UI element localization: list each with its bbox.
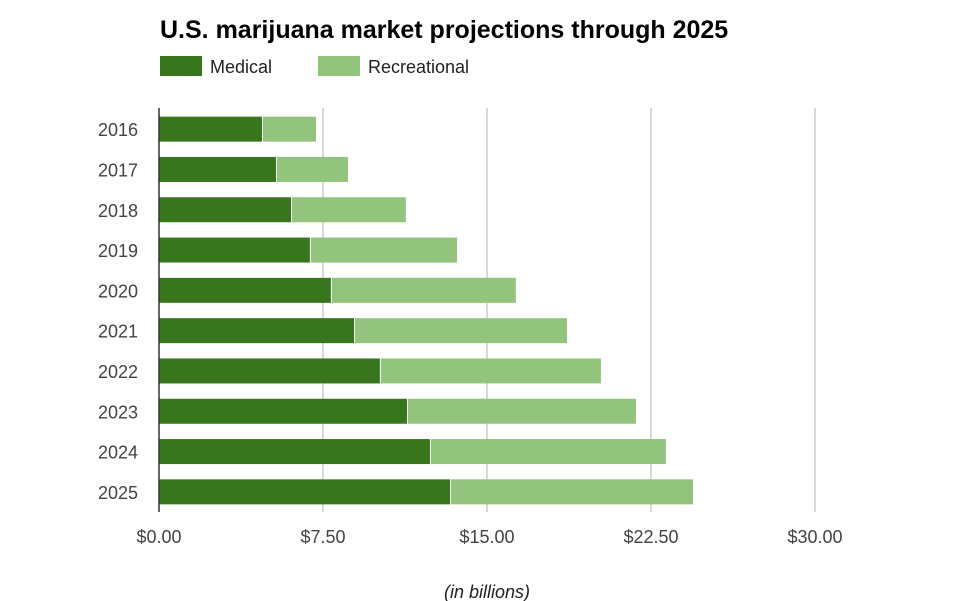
- bar-recreational-2016: [262, 116, 317, 142]
- y-tick-label: 2019: [98, 241, 138, 261]
- x-tick-label: $22.50: [623, 527, 678, 547]
- x-tick-label: $30.00: [787, 527, 842, 547]
- bar-medical-2017: [159, 156, 276, 182]
- y-tick-label: 2022: [98, 362, 138, 382]
- x-tick-label: $0.00: [136, 527, 181, 547]
- y-tick-label: 2016: [98, 120, 138, 140]
- x-tick-label: $15.00: [459, 527, 514, 547]
- bar-recreational-2025: [451, 479, 693, 505]
- legend-swatch-medical: [160, 56, 202, 76]
- x-tick-label: $7.50: [300, 527, 345, 547]
- bar-medical-2024: [159, 439, 430, 465]
- bar-medical-2021: [159, 318, 355, 344]
- y-tick-label: 2023: [98, 402, 138, 422]
- bars: [159, 116, 693, 505]
- y-tick-label: 2020: [98, 281, 138, 301]
- y-tick-label: 2025: [98, 483, 138, 503]
- y-tick-label: 2018: [98, 201, 138, 221]
- legend-swatch-recreational: [318, 56, 360, 76]
- bar-recreational-2021: [355, 318, 568, 344]
- bar-medical-2022: [159, 358, 380, 384]
- chart-title: U.S. marijuana market projections throug…: [160, 16, 728, 44]
- bar-medical-2023: [159, 398, 407, 424]
- bar-recreational-2017: [276, 156, 348, 182]
- bar-medical-2025: [159, 479, 451, 505]
- x-tick-labels: $0.00 $7.50 $15.00 $22.50 $30.00: [136, 527, 842, 547]
- y-tick-label: 2021: [98, 322, 138, 342]
- bar-medical-2020: [159, 277, 331, 303]
- x-axis-label: (in billions): [444, 582, 530, 601]
- bar-recreational-2024: [430, 439, 666, 465]
- bar-recreational-2020: [331, 277, 516, 303]
- legend: Medical Recreational: [160, 56, 469, 77]
- legend-label-medical: Medical: [210, 57, 272, 77]
- y-tick-label: 2024: [98, 443, 138, 463]
- bar-recreational-2018: [292, 197, 406, 223]
- bar-medical-2016: [159, 116, 262, 142]
- bar-medical-2018: [159, 197, 292, 223]
- legend-label-recreational: Recreational: [368, 57, 469, 77]
- bar-recreational-2019: [310, 237, 458, 263]
- bar-recreational-2023: [407, 398, 636, 424]
- y-tick-label: 2017: [98, 160, 138, 180]
- bar-recreational-2022: [380, 358, 601, 384]
- bar-medical-2019: [159, 237, 310, 263]
- y-tick-labels: 2016 2017 2018 2019 2020 2021 2022 2023 2024 2025: [98, 120, 138, 503]
